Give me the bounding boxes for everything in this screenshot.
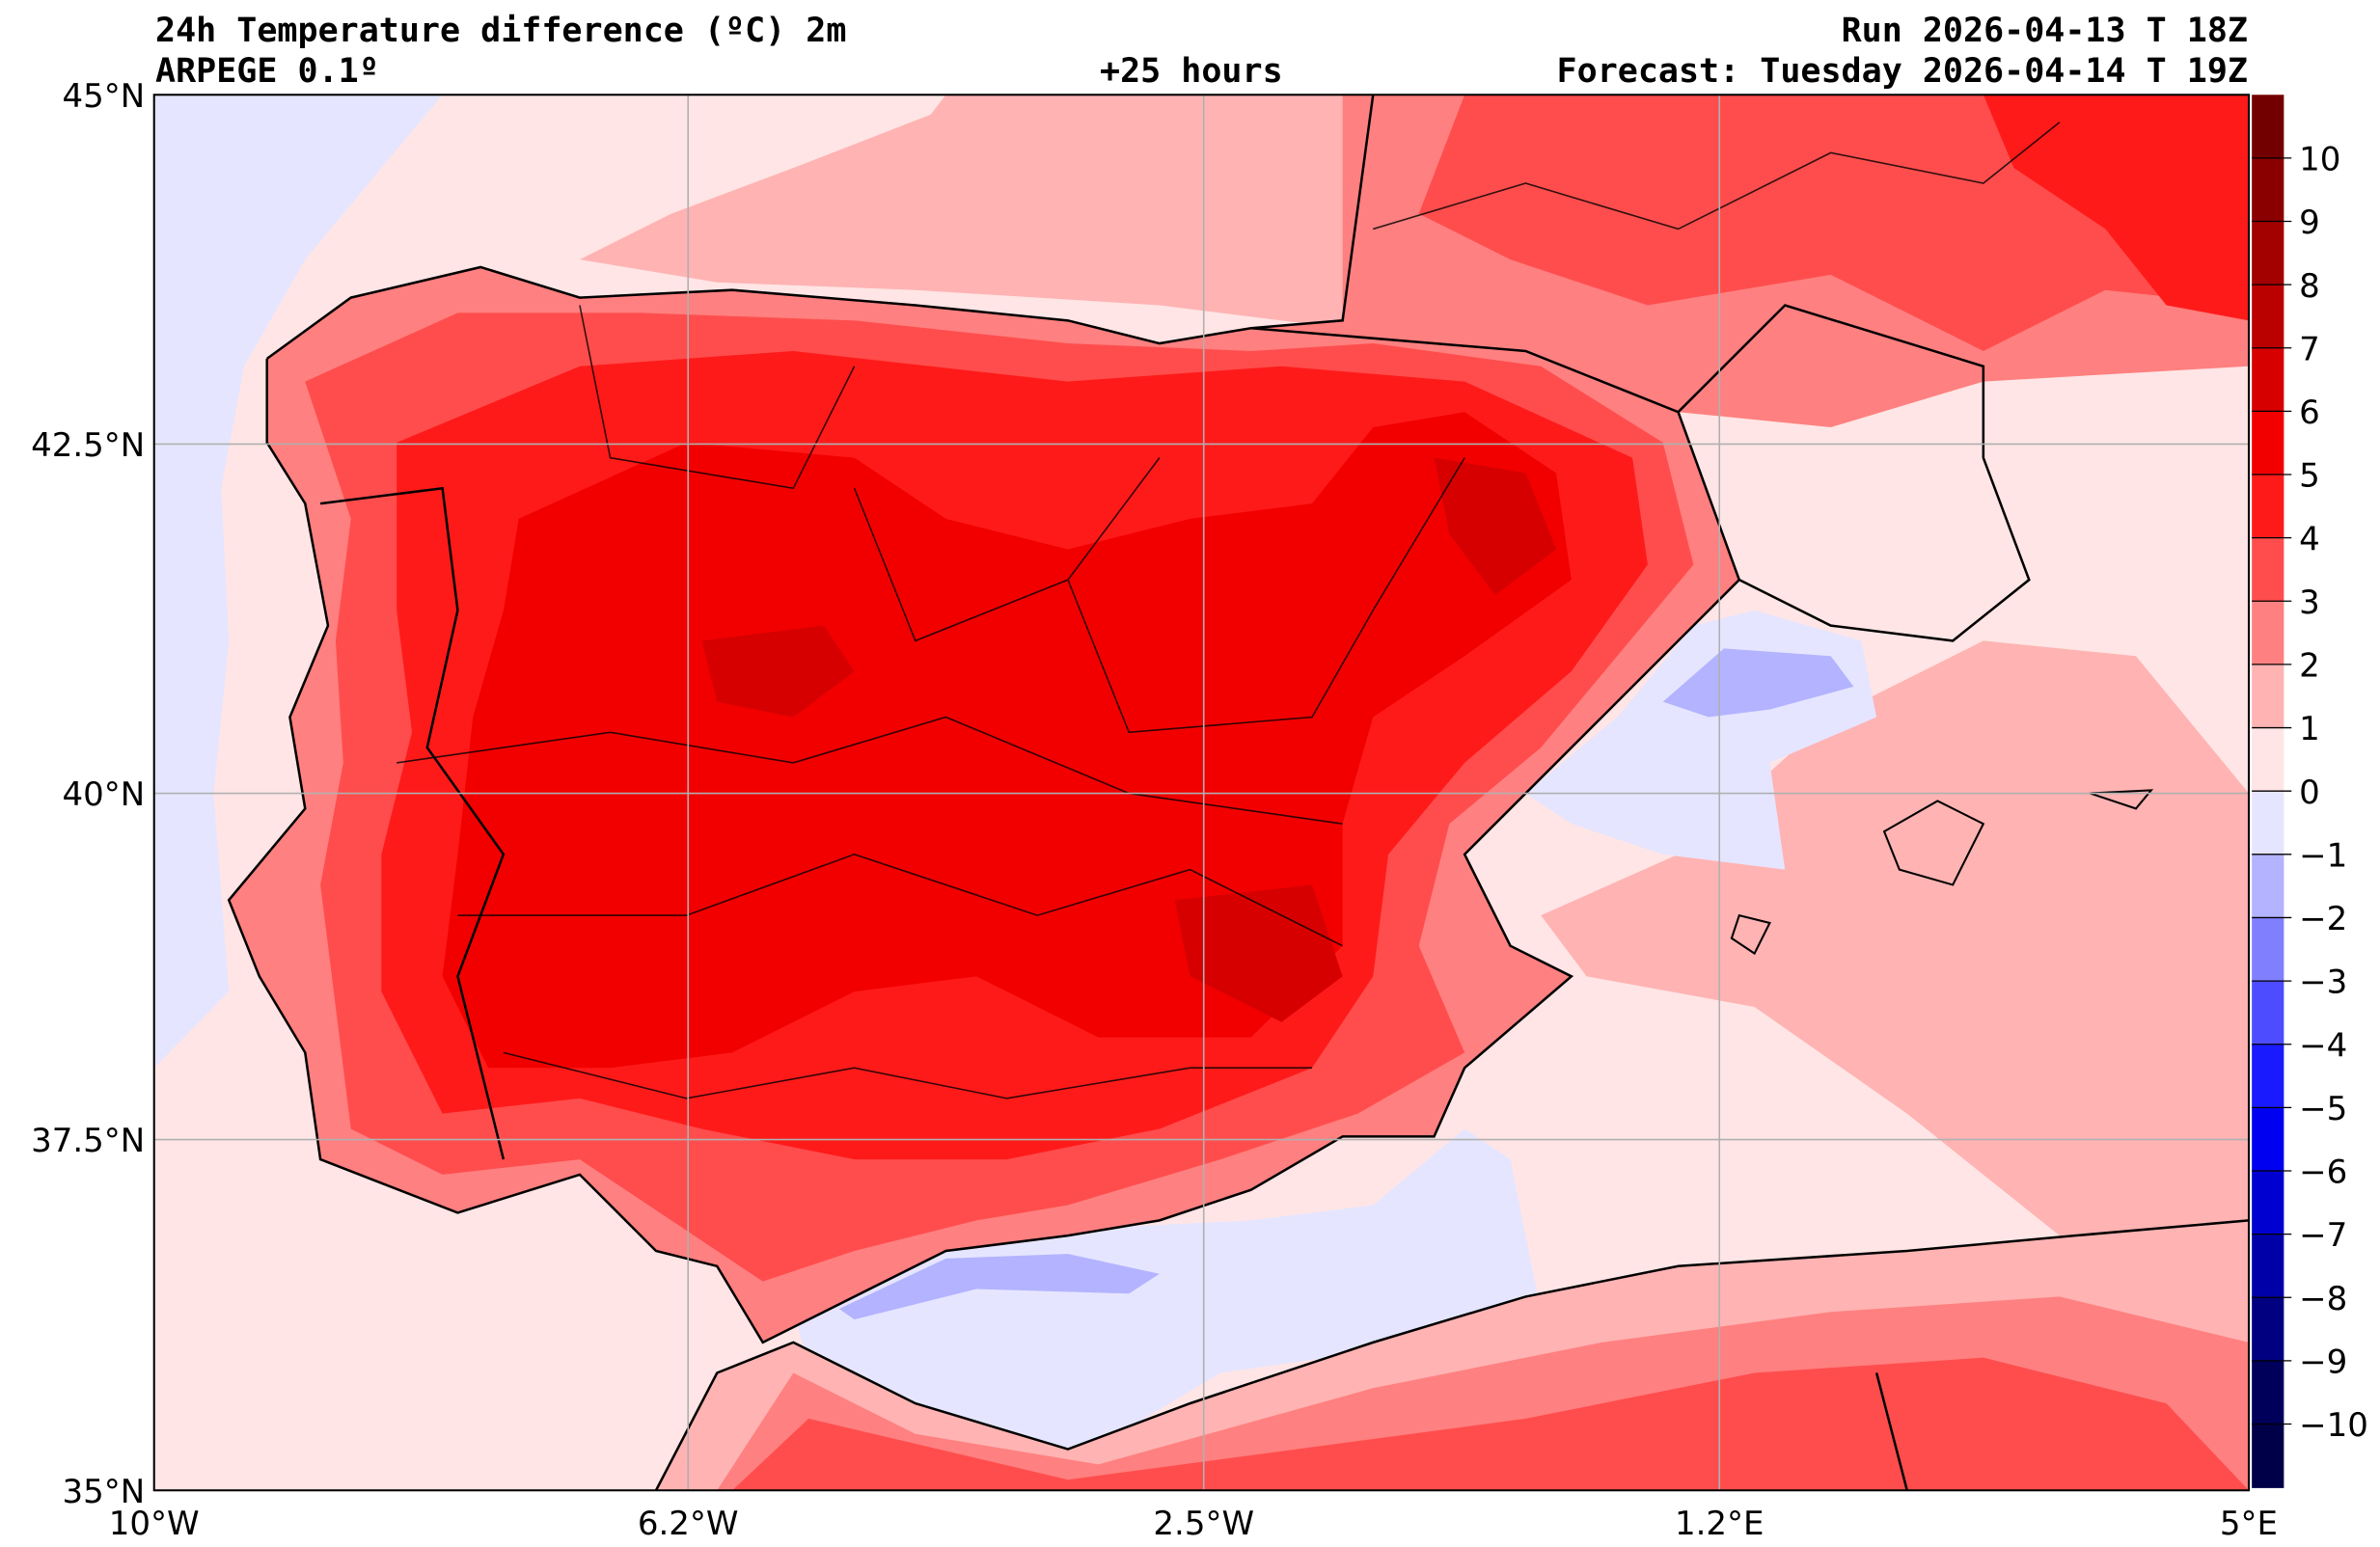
graticule bbox=[153, 95, 2249, 1491]
north-africa-hot bbox=[732, 1357, 2249, 1491]
run-label: Run 2026-04-13 T 18Z bbox=[1841, 12, 2248, 50]
colorbar-bin bbox=[2252, 1360, 2284, 1425]
balearic-islands bbox=[1730, 789, 2154, 956]
alboran-cold-band bbox=[838, 1254, 1160, 1320]
colorbar-label: 2 bbox=[2299, 647, 2320, 686]
colorbar-bin bbox=[2252, 601, 2284, 665]
lat-label: 45°N bbox=[63, 77, 146, 116]
colorbar-label: 4 bbox=[2299, 520, 2320, 558]
colorbar-bin bbox=[2252, 1170, 2284, 1235]
country-borders bbox=[227, 95, 2249, 1491]
mediterranean-warm bbox=[1541, 640, 2249, 1236]
colorbar-label: 10 bbox=[2299, 141, 2340, 179]
colorbar-bin bbox=[2252, 475, 2284, 539]
colorbar-label: 5 bbox=[2299, 457, 2320, 496]
iberia-land-peak bbox=[701, 457, 1557, 1022]
colorbar-label: −8 bbox=[2299, 1280, 2347, 1318]
lon-label: 10°W bbox=[109, 1505, 200, 1543]
map-title: 24h Temperature difference (ºC) 2m bbox=[155, 12, 847, 50]
lon-label: 1.2°E bbox=[1675, 1505, 1764, 1543]
map-frame bbox=[152, 94, 2251, 1492]
colorbar-bin bbox=[2252, 347, 2284, 413]
colorbar-label: −9 bbox=[2299, 1343, 2347, 1381]
lat-label: 35°N bbox=[63, 1473, 146, 1511]
colorbar-label: −5 bbox=[2299, 1090, 2347, 1128]
colorbar-bin bbox=[2252, 221, 2284, 285]
lon-label: 2.5°W bbox=[1153, 1505, 1254, 1543]
colorbar-bin bbox=[2252, 1107, 2284, 1172]
colorbar-bin bbox=[2252, 791, 2284, 855]
colorbar-bin bbox=[2252, 537, 2284, 603]
colorbar-bin bbox=[2252, 981, 2284, 1045]
lon-label: 5°E bbox=[2220, 1505, 2278, 1543]
colorbar-bin bbox=[2252, 1044, 2284, 1109]
colorbar-bin bbox=[2252, 1234, 2284, 1299]
colorbar-label: 1 bbox=[2299, 710, 2320, 748]
colorbar-bin bbox=[2252, 664, 2284, 729]
lead-time-label: +25 hours bbox=[1100, 52, 1283, 91]
forecast-label: Forecast: Tuesday 2026-04-14 T 19Z bbox=[1556, 52, 2248, 91]
colorbar-bin bbox=[2252, 157, 2284, 223]
alps-hot bbox=[1983, 95, 2249, 321]
colorbar-label: 8 bbox=[2299, 267, 2320, 306]
colorbar-label: −2 bbox=[2299, 900, 2347, 938]
lon-label: 6.2°W bbox=[638, 1505, 739, 1543]
lat-label: 37.5°N bbox=[31, 1122, 145, 1160]
region-borders bbox=[397, 122, 2061, 1099]
colorbar-label: 6 bbox=[2299, 394, 2320, 432]
alboran-negative-zone bbox=[793, 1128, 1542, 1465]
lat-label: 42.5°N bbox=[31, 426, 145, 465]
axis-labels: 45°N 42.5°N 40°N 37.5°N 35°N 10°W 6.2°W … bbox=[31, 77, 2278, 1543]
colorbar-bin bbox=[2252, 95, 2284, 159]
colorbar-bin bbox=[2252, 411, 2284, 475]
colorbar-label: 3 bbox=[2299, 584, 2320, 622]
colorbar-label: 0 bbox=[2299, 774, 2320, 812]
colorbar-bin bbox=[2252, 727, 2284, 792]
colorbar-label: −10 bbox=[2299, 1406, 2368, 1445]
colorbar-bin bbox=[2252, 1297, 2284, 1362]
colorbar-bin bbox=[2252, 917, 2284, 982]
colorbar-label: 9 bbox=[2299, 204, 2320, 242]
bay-of-biscay-warm bbox=[579, 95, 1374, 329]
colorbar-label: 7 bbox=[2299, 330, 2320, 368]
colorbar-label: −4 bbox=[2299, 1026, 2347, 1065]
colorbar-bin bbox=[2252, 1424, 2284, 1488]
atlantic-negative-zone bbox=[153, 95, 443, 1069]
colorbar-label: −1 bbox=[2299, 836, 2347, 875]
colorbar-bin bbox=[2252, 285, 2284, 349]
lat-label: 40°N bbox=[63, 775, 146, 814]
valencia-gulf-cold bbox=[1662, 648, 1854, 718]
model-label: ARPEGE 0.1º bbox=[155, 52, 379, 91]
colorbar-bin bbox=[2252, 854, 2284, 919]
colorbar-label: −6 bbox=[2299, 1153, 2347, 1192]
colorbar-label: −3 bbox=[2299, 963, 2347, 1002]
colorbar-label: −7 bbox=[2299, 1216, 2347, 1255]
